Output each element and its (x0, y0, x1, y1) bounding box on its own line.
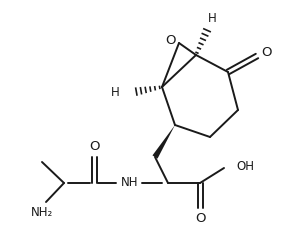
Text: O: O (166, 34, 176, 47)
Text: H: H (111, 85, 120, 98)
Polygon shape (153, 125, 175, 159)
Text: NH₂: NH₂ (31, 206, 53, 219)
Text: O: O (89, 140, 99, 153)
Text: OH: OH (236, 160, 254, 173)
Text: NH: NH (121, 177, 139, 190)
Text: O: O (195, 211, 205, 224)
Text: H: H (208, 12, 216, 25)
Text: O: O (262, 46, 272, 59)
